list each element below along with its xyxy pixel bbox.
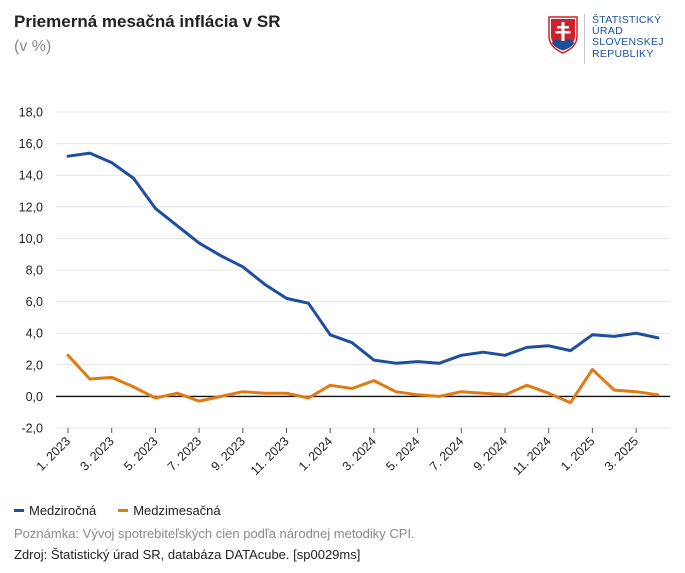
y-tick-label: 8,0 [26, 264, 43, 278]
y-tick-label: 10,0 [19, 232, 43, 246]
x-tick-label: 9. 2024 [471, 434, 510, 473]
logo-line-3: SLOVENSKEJ [592, 36, 664, 49]
legend-label-medzirocna: Medziročná [29, 503, 97, 518]
x-tick-label: 5. 2023 [121, 434, 160, 473]
y-tick-label: 2,0 [26, 358, 43, 372]
logo-divider [584, 14, 585, 64]
x-tick-label: 1. 2024 [296, 434, 335, 473]
x-tick-label: 5. 2024 [383, 434, 422, 473]
coat-of-arms-icon [548, 16, 578, 54]
susr-logo: ŠTATISTICKÝ ÚRAD SLOVENSKEJ REPUBLIKY [548, 14, 673, 64]
series-line-medzimesacna [66, 353, 660, 405]
y-tick-label: 18,0 [19, 106, 43, 120]
legend-label-medzimesacna: Medzimesačná [133, 503, 221, 518]
x-tick-label: 3. 2023 [77, 434, 116, 473]
x-tick-label: 7. 2023 [165, 434, 204, 473]
footnote: Poznámka: Vývoj spotrebiteľských cien po… [14, 526, 415, 541]
y-tick-label: -2,0 [21, 422, 43, 436]
x-tick-label: 3. 2025 [602, 434, 641, 473]
y-tick-label: 16,0 [19, 137, 43, 151]
source-note: Zdroj: Štatistický úrad SR, databáza DAT… [14, 547, 361, 562]
logo-line-1: ŠTATISTICKÝ [592, 14, 662, 26]
series-line-medzirocna [66, 151, 660, 365]
y-tick-label: 6,0 [26, 295, 43, 309]
x-tick-label: 3. 2024 [340, 434, 379, 473]
chart-subtitle: (v %) [14, 38, 52, 55]
line-chart: -2,0 0,0 2,0 4,0 6,0 8,0 10,0 12,0 14,0 16,0 18,0 1… [19, 106, 670, 478]
y-tick-label: 0,0 [26, 390, 43, 404]
logo-line-2: ÚRAD [592, 25, 623, 38]
logo-line-4: REPUBLIKY [592, 47, 654, 60]
legend-item-medzirocna: Medziročná [14, 503, 96, 518]
y-tick-label: 4,0 [26, 327, 43, 341]
x-tick-label: 1. 2025 [558, 434, 597, 473]
legend-item-medzimesacna: Medzimesačná [118, 503, 221, 518]
x-tick-label: 1. 2023 [34, 434, 73, 473]
logo-text: ŠTATISTICKÝ ÚRAD SLOVENSKEJ REPUBLIKY [592, 14, 664, 60]
chart-title: Priemerná mesačná inflácia v SR [14, 12, 281, 31]
y-tick-label: 14,0 [19, 169, 43, 183]
legend-swatch-medzimesacna [118, 509, 129, 512]
legend: Medziročná Medzimesačná [14, 503, 243, 518]
legend-swatch-medzirocna [14, 509, 24, 512]
x-tick-label: 11. 2024 [510, 434, 554, 478]
x-tick-label: 7. 2024 [427, 434, 466, 473]
x-tick-label: 9. 2023 [209, 434, 248, 473]
x-tick-label: 11. 2023 [248, 434, 292, 478]
y-tick-label: 12,0 [19, 200, 43, 214]
